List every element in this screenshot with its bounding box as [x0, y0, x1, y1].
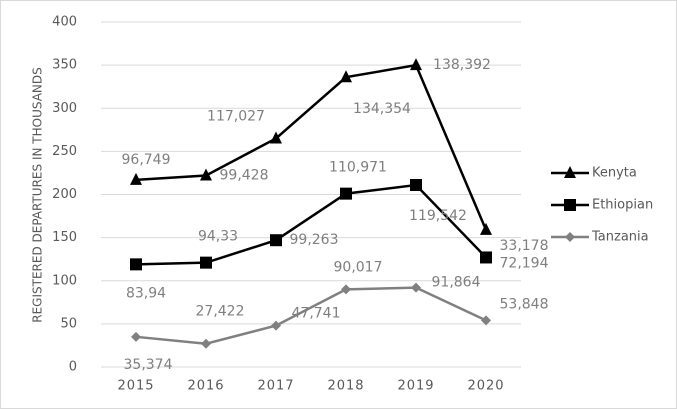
data-point [341, 284, 351, 295]
data-point [270, 234, 282, 247]
legend-label: Kenyta [592, 166, 637, 181]
y-tick-label: 150 [52, 230, 77, 245]
data-point [480, 222, 492, 235]
x-tick-label: 2017 [257, 379, 294, 394]
data-label: 96,749 [122, 152, 171, 168]
y-tick-label: 0 [69, 360, 77, 375]
data-point [411, 282, 421, 293]
data-label: 33,178 [500, 238, 549, 254]
data-label: 117,027 [207, 108, 265, 124]
y-tick-label: 350 [52, 58, 77, 73]
data-point [271, 320, 281, 331]
data-point [130, 258, 142, 271]
data-label: 72,194 [500, 255, 549, 271]
legend-label: Ethiopian [592, 198, 653, 213]
data-point [410, 179, 422, 192]
y-tick-label: 50 [60, 316, 77, 331]
data-point [130, 172, 142, 185]
data-label: 134,354 [353, 101, 411, 117]
legend-label: Tanzania [591, 230, 649, 245]
data-point [270, 131, 282, 144]
data-label: 47,741 [292, 306, 341, 322]
series-line [135, 286, 487, 345]
legend-marker [564, 199, 576, 211]
data-point [200, 256, 212, 269]
data-label: 138,392 [433, 57, 491, 73]
x-tick-label: 2019 [397, 379, 434, 394]
data-point [410, 58, 422, 71]
data-label: 27,422 [196, 304, 245, 320]
data-point [480, 251, 492, 264]
x-tick-label: 2015 [117, 379, 154, 394]
data-label: 110,971 [329, 160, 387, 176]
y-tick-label: 250 [52, 144, 77, 159]
data-point [481, 315, 491, 326]
legend-marker [564, 166, 576, 178]
x-tick-label: 2016 [187, 379, 224, 394]
data-label: 91,864 [432, 275, 481, 291]
data-label: 90,017 [334, 259, 383, 275]
data-point [131, 331, 141, 342]
data-label: 35,374 [124, 357, 173, 373]
data-point [340, 187, 352, 200]
data-label: 53,848 [500, 296, 549, 312]
y-tick-label: 200 [52, 187, 77, 202]
data-label: 99,263 [290, 232, 339, 248]
y-tick-label: 400 [52, 15, 77, 30]
series-line [135, 63, 488, 231]
data-point [201, 338, 211, 349]
x-tick-label: 2020 [467, 379, 504, 394]
data-label: 99,428 [220, 168, 269, 184]
data-label: 83,94 [126, 285, 166, 301]
series-line [135, 183, 487, 266]
data-point [200, 168, 212, 181]
data-label: 119,542 [409, 208, 467, 224]
x-tick-label: 2018 [327, 379, 364, 394]
y-tick-label: 300 [52, 101, 77, 116]
y-axis-title: REGISTERED DEPARTURES IN THOUSANDS [31, 67, 45, 323]
legend-marker [565, 232, 575, 242]
data-label: 94,33 [198, 229, 238, 245]
data-point [340, 70, 352, 83]
y-tick-label: 100 [52, 273, 77, 288]
